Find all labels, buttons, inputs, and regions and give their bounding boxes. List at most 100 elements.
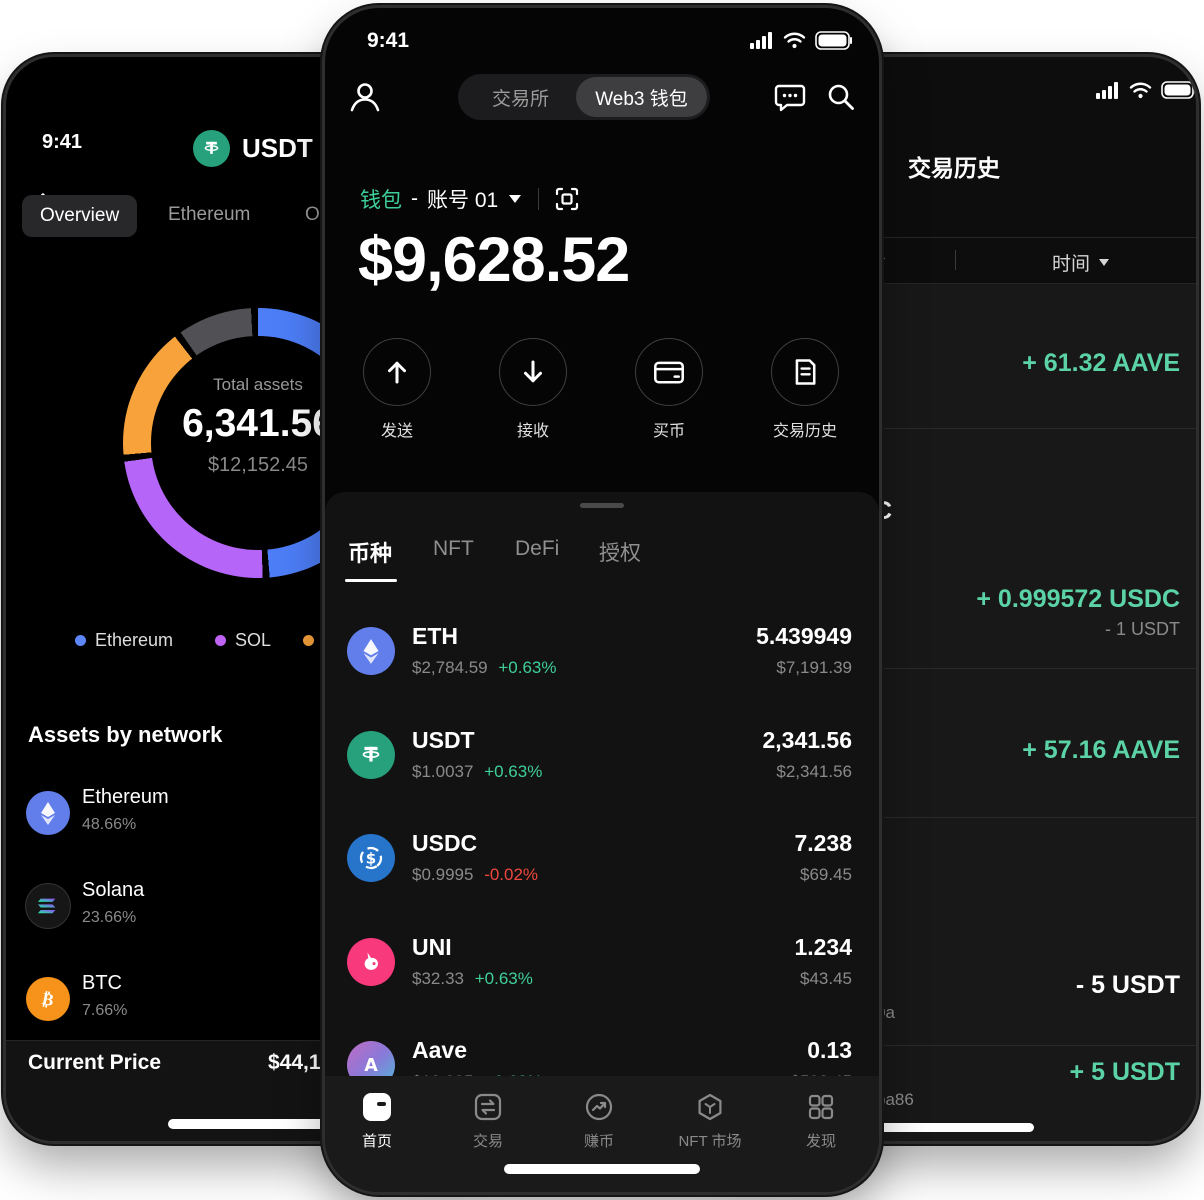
token-price: $0.9995 <box>412 865 474 884</box>
legend: Ethereum SOL BTC <box>75 630 359 650</box>
token-row-eth[interactable]: ETH $2,784.59 +0.63% 5.439949 $7,191.39 <box>325 614 879 704</box>
wallet-selector[interactable]: 钱包 - 账号 01 <box>360 184 580 214</box>
nav-label: 交易 <box>472 1133 503 1150</box>
drag-handle[interactable] <box>580 503 624 508</box>
time-filter-caret-icon <box>1099 259 1110 266</box>
token-price: $1.0037 <box>412 762 474 781</box>
action-label: 发送 <box>380 423 413 440</box>
token-price: $32.33 <box>412 969 464 988</box>
legend-dot-ethereum <box>75 634 86 646</box>
txn-address-fragment: 0a <box>876 1003 895 1022</box>
tab-approvals[interactable]: 授权 <box>599 542 641 565</box>
token-fiat: $43.45 <box>800 969 852 988</box>
txn-amount[interactable]: + 57.16 AAVE <box>1022 736 1180 764</box>
network-row-btc[interactable]: ₿ BTC 7.66% <box>6 971 510 1037</box>
token-change: +0.63% <box>474 969 533 988</box>
segment-web3-wallet[interactable]: Web3 钱包 <box>576 77 707 117</box>
nav-earn[interactable]: 赚币 <box>544 1091 654 1151</box>
ethereum-icon <box>26 791 70 835</box>
token-row-uni[interactable]: UNI $32.33 +0.63% 1.234 $43.45 <box>325 925 879 1015</box>
chat-button[interactable] <box>773 80 807 114</box>
search-button[interactable] <box>824 80 858 114</box>
token-symbol: UNI <box>412 934 452 960</box>
history-button[interactable]: 交易历史 <box>737 338 873 441</box>
person-icon <box>350 83 380 112</box>
tab-ethereum[interactable]: Ethereum <box>168 204 251 225</box>
status-time: 9:41 <box>367 29 410 52</box>
tab-defi[interactable]: DeFi <box>515 537 560 560</box>
txn-amount[interactable]: + 5 USDT <box>1069 1058 1180 1086</box>
nav-label: 发现 <box>805 1133 836 1150</box>
network-row-ethereum[interactable]: Ethereum 48.66% <box>6 785 510 851</box>
wallet-label: 钱包 <box>360 189 402 212</box>
token-amount: 2,341.56 <box>762 727 852 753</box>
receive-button[interactable]: 接收 <box>465 338 601 441</box>
donut-total-fiat: $12,152.45 <box>207 454 309 476</box>
network-percent: 23.66% <box>82 909 137 926</box>
segment-exchange[interactable]: 交易所 <box>491 88 549 110</box>
txn-amount[interactable]: + 0.999572 USDC <box>976 585 1180 613</box>
status-time: 9:41 <box>42 131 83 153</box>
center-phone: 9:41 交易所 Web3 钱包 钱包 - 账号 01 $9,628.52 发送… <box>325 8 879 1192</box>
signal-icon <box>1096 81 1118 99</box>
token-row-usdc[interactable]: $ USDC $0.9995 -0.02% 7.238 $69.45 <box>325 821 879 911</box>
asset-sheet <box>325 492 879 1192</box>
tab-nft[interactable]: NFT <box>433 537 474 560</box>
token-symbol: Aave <box>412 1037 467 1063</box>
account-caret-icon <box>509 195 522 203</box>
section-heading: Assets by network <box>28 722 223 747</box>
nft-market-icon <box>655 1091 765 1123</box>
legend-label-ethereum: Ethereum <box>95 629 174 650</box>
usdt-icon <box>193 130 230 167</box>
network-row-solana[interactable]: Solana 23.66% <box>6 878 510 944</box>
home-icon <box>325 1091 432 1123</box>
nav-nft-market[interactable]: NFT 市场 <box>655 1091 765 1151</box>
legend-dot-btc <box>303 634 315 646</box>
status-icons <box>1096 81 1196 99</box>
tab-overview[interactable]: Overview <box>22 195 138 237</box>
discover-icon <box>766 1091 876 1123</box>
network-percent: 7.66% <box>82 1002 128 1019</box>
usdt-icon <box>347 731 395 779</box>
chat-icon <box>774 84 806 112</box>
token-change: +0.63% <box>484 762 543 781</box>
arrow-down-icon <box>524 360 542 383</box>
donut-total-value: 6,341.56 <box>182 402 334 445</box>
donut-total-label: Total assets <box>213 375 303 394</box>
profile-button[interactable] <box>345 77 385 117</box>
tab-coins[interactable]: 币种 <box>348 541 393 566</box>
active-tab-underline <box>345 579 397 582</box>
wallet-dash: - <box>411 187 418 210</box>
eth-icon <box>347 627 395 675</box>
home-indicator <box>168 1119 348 1129</box>
token-amount: 0.13 <box>807 1037 852 1063</box>
time-filter-label: 时间 <box>1052 254 1091 275</box>
token-fiat: $2,341.56 <box>776 762 852 781</box>
earn-icon <box>544 1091 654 1123</box>
filter-divider <box>955 250 956 270</box>
nav-home[interactable]: 首页 <box>325 1091 432 1151</box>
token-symbol: ETH <box>412 623 458 649</box>
buy-button[interactable]: 买币 <box>601 338 737 441</box>
send-button[interactable]: 发送 <box>329 338 465 441</box>
total-balance: $9,628.52 <box>358 225 630 295</box>
token-amount: 5.439949 <box>756 623 852 649</box>
uniswap-icon <box>347 938 395 986</box>
token-change: +0.63% <box>498 658 557 677</box>
txn-amount[interactable]: - 5 USDT <box>1075 971 1180 999</box>
time-filter[interactable]: 时间 <box>1052 249 1110 276</box>
token-row-usdt[interactable]: USDT $1.0037 +0.63% 2,341.56 $2,341.56 <box>325 718 879 808</box>
token-symbol: USDT <box>412 727 475 753</box>
wallet-divider <box>538 188 540 210</box>
hidden-filter-caret-icon[interactable] <box>875 258 885 265</box>
nav-discover[interactable]: 发现 <box>766 1091 876 1151</box>
history-title: 交易历史 <box>908 155 1000 181</box>
legend-dot-sol <box>215 634 227 646</box>
scan-icon[interactable] <box>554 186 580 212</box>
network-percent: 48.66% <box>82 816 137 833</box>
wifi-icon <box>1129 82 1152 98</box>
nav-trade[interactable]: 交易 <box>433 1091 543 1151</box>
txn-amount[interactable]: + 61.32 AAVE <box>1022 349 1180 377</box>
network-name: Solana <box>82 879 145 901</box>
btc-icon: ₿ <box>26 977 70 1021</box>
